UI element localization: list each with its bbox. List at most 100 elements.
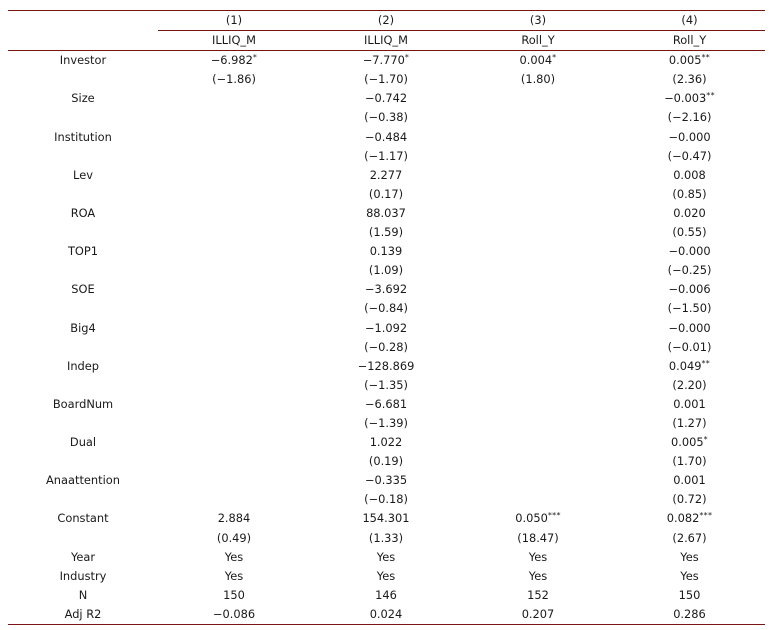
row-blank	[8, 223, 158, 242]
summary-value: 0.207	[462, 604, 614, 625]
coefficient-cell: −1.092	[310, 319, 462, 338]
dependent-variable: ILLIQ_M	[310, 30, 462, 52]
t-statistic	[462, 376, 614, 395]
coefficient-cell: −3.692	[310, 280, 462, 299]
coefficient-cell	[462, 433, 614, 452]
coefficient-value: 0.008	[673, 167, 706, 182]
variable-label: ROA	[70, 205, 96, 220]
coefficient-value: −0.006	[668, 282, 711, 297]
t-statistic: (−0.01)	[667, 339, 712, 354]
t-statistic-row: (−0.38) (−2.16)	[8, 108, 765, 127]
variable-label: Lev	[73, 167, 93, 182]
coefficient-cell: 0.008	[614, 166, 765, 185]
t-statistic-row: (−1.39) (1.27)	[8, 414, 765, 433]
t-statistic: (−1.70)	[364, 72, 408, 87]
t-statistic	[462, 261, 614, 280]
header-blank	[8, 30, 158, 52]
summary-row: N 150 146 152 150	[8, 586, 765, 605]
dependent-variable: Roll_Y	[614, 30, 765, 52]
regression-table: (1) (2) (3) (4) ILLIQ_M ILLIQ_M Roll_Y R…	[8, 9, 765, 625]
coefficient-cell: 0.004*	[462, 51, 614, 71]
summary-value: Yes	[224, 568, 244, 583]
t-statistic-row: (−1.17) (−0.47)	[8, 147, 765, 166]
row-blank	[8, 529, 158, 548]
coefficient-cell: −0.000	[614, 242, 765, 261]
t-statistic: (−0.18)	[364, 492, 408, 507]
coefficient-value: 1.022	[369, 435, 403, 450]
t-statistic: (1.70)	[672, 454, 707, 469]
t-statistic: (1.59)	[368, 225, 404, 240]
dependent-variable: Roll_Y	[462, 30, 614, 52]
coefficient-cell	[462, 319, 614, 338]
coefficient-value: 0.001	[673, 473, 706, 488]
t-statistic	[158, 147, 310, 166]
coefficient-cell	[462, 89, 614, 108]
significance-stars: **	[701, 358, 711, 368]
coefficient-cell: 0.001	[614, 395, 765, 414]
significance-stars: *	[703, 435, 708, 445]
t-statistic	[462, 185, 614, 204]
summary-label: N	[78, 587, 88, 602]
coefficient-cell: 0.005**	[614, 51, 765, 71]
coefficient-cell	[158, 89, 310, 108]
t-statistic: (−1.86)	[212, 72, 256, 87]
coefficient-value: 0.020	[673, 205, 706, 220]
t-statistic	[158, 338, 310, 357]
t-statistic	[158, 108, 310, 127]
coefficient-cell: 0.049**	[614, 357, 765, 376]
summary-value: −0.086	[158, 604, 310, 625]
summary-value: 152	[527, 587, 549, 602]
t-statistic-row: (0.17) (0.85)	[8, 185, 765, 204]
t-statistic: (−0.47)	[667, 148, 712, 163]
coefficient-value: 0.050	[515, 511, 548, 526]
coefficient-value: −6.681	[364, 396, 408, 411]
t-statistic	[158, 185, 310, 204]
t-statistic: (0.49)	[216, 530, 252, 545]
column-number: (1)	[158, 9, 310, 31]
summary-value: 0.024	[310, 604, 462, 625]
variable-label: SOE	[71, 282, 95, 297]
variable-label: Institution	[54, 129, 112, 144]
coefficient-cell: 0.001	[614, 471, 765, 490]
t-statistic: (−0.84)	[364, 301, 408, 316]
t-statistic-row: (−1.35) (2.20)	[8, 376, 765, 395]
coefficient-cell	[158, 357, 310, 376]
t-statistic: (−0.28)	[364, 339, 408, 354]
t-statistic	[462, 299, 614, 318]
variable-label: Investor	[59, 53, 107, 68]
coefficient-value: −7.770	[362, 53, 405, 68]
coefficient-row: Anaattention −0.335 0.001	[8, 471, 765, 490]
coefficient-value: 0.139	[369, 244, 403, 259]
coefficient-cell: 2.277	[310, 166, 462, 185]
coefficient-value: −0.000	[668, 129, 711, 144]
row-blank	[8, 299, 158, 318]
coefficient-value: 0.049	[668, 358, 702, 373]
variable-label: Indep	[66, 358, 100, 373]
t-statistic: (1.33)	[368, 530, 404, 545]
significance-stars: *	[404, 53, 410, 63]
coefficient-cell	[462, 471, 614, 490]
t-statistic: (2.67)	[672, 530, 707, 545]
column-number: (4)	[614, 9, 765, 31]
dependent-variable: ILLIQ_M	[158, 30, 310, 52]
t-statistic-row: (−0.84) (−1.50)	[8, 299, 765, 318]
t-statistic: (0.17)	[368, 186, 404, 201]
coefficient-cell	[158, 166, 310, 185]
row-blank	[8, 147, 158, 166]
coefficient-row: Constant 2.884 154.301 0.050*** 0.082***	[8, 509, 765, 528]
table-body: Investor −6.982* −7.770* 0.004* 0.005** (−1.8…	[8, 51, 765, 625]
coefficient-row: SOE −3.692 −0.006	[8, 280, 765, 299]
coefficient-cell: 0.020	[614, 204, 765, 223]
coefficient-row: Big4 −1.092 −0.000	[8, 319, 765, 338]
variable-label: BoardNum	[52, 396, 114, 411]
coefficient-value: −1.092	[364, 320, 408, 335]
row-blank	[8, 70, 158, 89]
coefficient-value: −0.000	[668, 320, 711, 335]
coefficient-value: −128.869	[357, 358, 415, 373]
coefficient-value: 154.301	[362, 511, 410, 526]
row-blank	[8, 414, 158, 433]
t-statistic: (1.80)	[520, 72, 556, 87]
coefficient-row: Investor −6.982* −7.770* 0.004* 0.005**	[8, 51, 765, 71]
coefficient-cell: −0.003**	[614, 89, 765, 108]
coefficient-cell: −7.770*	[310, 51, 462, 71]
